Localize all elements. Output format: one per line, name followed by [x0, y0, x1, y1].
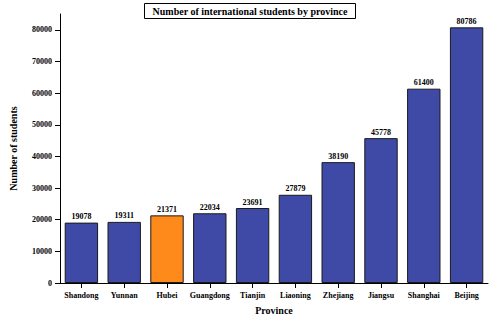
svg-text:27879: 27879	[285, 184, 305, 193]
svg-text:61400: 61400	[414, 78, 434, 87]
svg-text:Number of international studen: Number of international students by prov…	[153, 6, 348, 17]
svg-text:40000: 40000	[32, 152, 52, 161]
svg-text:10000: 10000	[32, 247, 52, 256]
svg-text:Shanghai: Shanghai	[408, 291, 441, 300]
svg-text:70000: 70000	[32, 57, 52, 66]
svg-text:Beijing: Beijing	[454, 291, 478, 300]
svg-text:Guangdong: Guangdong	[190, 291, 230, 300]
svg-text:21371: 21371	[157, 205, 177, 214]
svg-text:Zhejiang: Zhejiang	[323, 291, 354, 300]
svg-text:Jiangsu: Jiangsu	[368, 291, 395, 300]
svg-text:Number of students: Number of students	[8, 106, 19, 190]
svg-text:Tianjin: Tianjin	[240, 291, 266, 300]
svg-text:Province: Province	[255, 305, 293, 316]
svg-text:Hubei: Hubei	[157, 291, 179, 300]
svg-text:Yunnan: Yunnan	[111, 291, 138, 300]
svg-text:19078: 19078	[71, 212, 91, 221]
svg-text:22034: 22034	[200, 203, 220, 212]
svg-text:30000: 30000	[32, 184, 52, 193]
svg-text:60000: 60000	[32, 89, 52, 98]
svg-text:50000: 50000	[32, 120, 52, 129]
svg-text:Shandong: Shandong	[64, 291, 98, 300]
svg-text:0: 0	[48, 279, 52, 288]
svg-text:45778: 45778	[371, 128, 391, 137]
svg-text:19311: 19311	[114, 211, 134, 220]
svg-text:Liaoning: Liaoning	[280, 291, 311, 300]
svg-text:20000: 20000	[32, 215, 52, 224]
svg-text:80000: 80000	[32, 25, 52, 34]
svg-text:38190: 38190	[328, 152, 348, 161]
svg-text:23691: 23691	[243, 198, 263, 207]
svg-text:80786: 80786	[457, 17, 477, 26]
